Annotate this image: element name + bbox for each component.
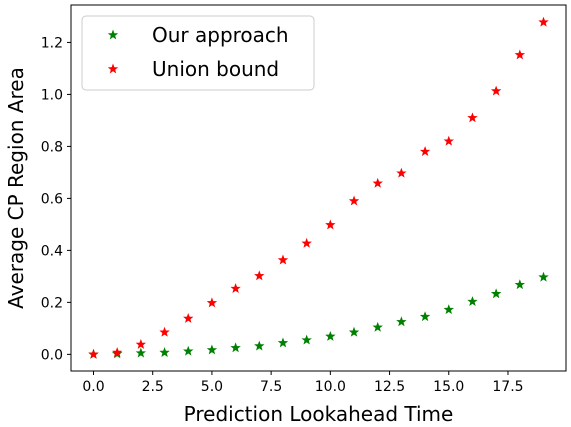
y-tick-label: 0.0 [41, 347, 63, 363]
y-tick-label: 0.2 [41, 295, 63, 311]
x-tick-label: 5.0 [201, 379, 223, 395]
y-tick-label: 1.0 [41, 87, 63, 103]
point-union-bound [254, 270, 265, 281]
point-union-bound [135, 339, 147, 349]
plot-frame [70, 4, 567, 372]
point-our-approach [183, 345, 194, 356]
point-union-bound [206, 297, 218, 308]
y-tick-label: 0.4 [41, 243, 63, 259]
point-our-approach [301, 334, 312, 345]
point-union-bound [467, 112, 478, 123]
legend-marker-union-bound [107, 63, 119, 74]
point-our-approach [230, 342, 241, 353]
point-union-bound [88, 348, 99, 359]
point-our-approach [419, 311, 431, 322]
point-our-approach [325, 330, 336, 341]
y-axis-ticks: 0.0 0.2 0.4 0.6 0.8 1.0 1.2 [41, 35, 71, 363]
legend-label-our-approach: Our approach [152, 23, 289, 47]
legend-frame [81, 15, 315, 91]
x-tick-label: 10.0 [315, 379, 346, 395]
point-our-approach [135, 347, 147, 358]
data-points [88, 16, 549, 359]
point-our-approach [396, 316, 407, 327]
point-our-approach [372, 321, 383, 332]
point-union-bound [514, 49, 526, 60]
point-union-bound [372, 177, 383, 188]
point-our-approach [206, 344, 218, 355]
legend-label-union-bound: Union bound [152, 57, 279, 81]
point-union-bound [325, 219, 336, 230]
point-union-bound [111, 347, 123, 357]
legend-marker-our-approach [107, 29, 119, 40]
point-union-bound [230, 283, 241, 294]
x-tick-label: 12.5 [374, 379, 405, 395]
point-union-bound [348, 195, 360, 206]
x-axis-label: Prediction Lookahead Time [184, 402, 454, 426]
point-our-approach [514, 279, 526, 290]
point-union-bound [396, 167, 407, 178]
point-our-approach [443, 304, 454, 315]
point-union-bound [538, 16, 549, 27]
y-axis-label: Average CP Region Area [4, 67, 28, 309]
point-our-approach [254, 340, 265, 351]
legend-star-union-bound [107, 63, 119, 74]
point-our-approach [277, 337, 289, 348]
point-union-bound [277, 254, 289, 265]
point-union-bound [490, 85, 502, 96]
x-tick-label: 17.5 [492, 379, 523, 395]
point-union-bound [183, 313, 194, 323]
y-tick-label: 0.6 [41, 191, 63, 207]
x-tick-label: 15.0 [433, 379, 464, 395]
x-axis-ticks: 0.0 2.5 5.0 7.5 10.0 12.5 15.0 17.5 [82, 371, 524, 395]
x-tick-label: 0.0 [82, 379, 104, 395]
point-our-approach [490, 288, 502, 299]
point-our-approach [159, 347, 170, 357]
legend: Our approach Union bound [81, 15, 315, 91]
point-union-bound [301, 237, 312, 248]
point-our-approach [348, 326, 360, 337]
point-union-bound [159, 326, 170, 337]
point-our-approach [538, 271, 549, 282]
x-tick-label: 2.5 [142, 379, 164, 395]
legend-star-our-approach [107, 29, 119, 40]
x-tick-label: 7.5 [260, 379, 282, 395]
y-tick-label: 1.2 [41, 35, 63, 51]
point-union-bound [419, 146, 431, 157]
point-our-approach [467, 296, 478, 307]
point-union-bound [443, 135, 454, 146]
y-tick-label: 0.8 [41, 139, 63, 155]
